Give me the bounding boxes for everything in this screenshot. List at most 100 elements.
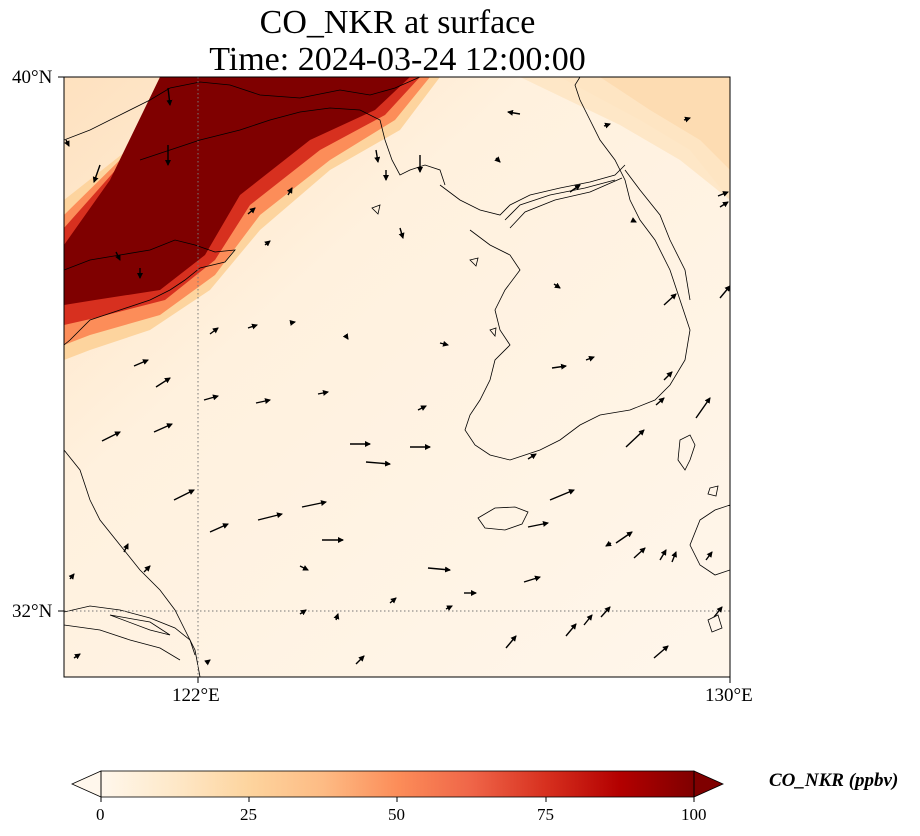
wind-vector [247, 207, 256, 215]
wind-vector [299, 609, 307, 616]
lat-label-40n: 40°N [12, 67, 53, 88]
lon-label-122e: 122°E [172, 685, 220, 706]
gridlines [64, 77, 730, 677]
island-small-3 [489, 327, 497, 337]
colorbar-extend-max [693, 770, 724, 798]
wind-vector [203, 394, 219, 401]
coastline-north [64, 77, 421, 141]
lat-label-32n: 32°N [12, 601, 53, 622]
wind-vector [286, 187, 293, 196]
wind-vector [417, 405, 427, 411]
coastline-korea-east [624, 169, 691, 301]
wind-vector [445, 605, 453, 611]
wind-vector [204, 659, 211, 666]
wind-vector [527, 453, 537, 460]
border-line-3 [509, 177, 623, 229]
wind-vector [398, 227, 405, 239]
wind-vector [695, 397, 711, 419]
wind-vector [600, 606, 611, 618]
wind-vector [551, 363, 567, 370]
wind-vector [153, 423, 173, 433]
coastline-china-east [64, 449, 201, 677]
wind-vector [143, 565, 151, 573]
wind-vector [64, 139, 70, 147]
east-light-band [520, 77, 730, 200]
wind-vector [523, 575, 541, 583]
plume-core [64, 77, 410, 305]
wind-vector [115, 251, 121, 261]
colorbar [71, 770, 724, 802]
wind-vector [717, 191, 729, 197]
wind-vector [549, 489, 575, 501]
wind-vector [317, 390, 329, 396]
colorbar-label-0: 0 [96, 805, 105, 824]
wind-vector [73, 653, 81, 660]
wind-vector [257, 512, 283, 521]
wind-vector [527, 521, 549, 528]
wind-vector [625, 429, 645, 448]
wind-vector [605, 540, 612, 547]
colorbar-title: CO_NKR (ppbv) [769, 770, 899, 791]
wind-vector [569, 184, 581, 193]
island-jeju [477, 506, 529, 531]
coastline-shandong [64, 239, 236, 346]
wind-vectors [64, 87, 730, 666]
wind-vector [615, 531, 633, 544]
coastline-korea [464, 77, 691, 461]
colorbar-gradient [101, 771, 694, 797]
coastline-yangtze-south [64, 624, 181, 661]
wind-vector [301, 500, 327, 508]
lon-label-130e: 130°E [705, 685, 753, 706]
wind-vector [683, 116, 691, 123]
wind-vector [374, 149, 381, 163]
axis-ticks [58, 76, 731, 683]
wind-vector [553, 282, 561, 289]
wind-vector [299, 565, 309, 571]
wind-vector [68, 573, 75, 580]
coastline-kyushu [689, 504, 730, 576]
map-title-line2: Time: 2024-03-24 12:00:00 [209, 41, 586, 78]
wind-vector [494, 156, 501, 163]
colorbar-extend-min [71, 770, 102, 798]
wind-vector [630, 217, 637, 223]
wind-vector [583, 614, 593, 626]
wind-vector [389, 597, 397, 604]
island-iki [707, 485, 719, 497]
wind-vector [155, 377, 171, 388]
wind-vector [92, 164, 101, 183]
wind-vector [565, 623, 577, 637]
island-small-1 [371, 204, 381, 215]
wind-vector [705, 551, 713, 561]
wind-vector [439, 340, 449, 347]
wind-vector [671, 551, 677, 563]
island-chongming [109, 614, 171, 636]
wind-vector [123, 543, 129, 553]
wind-vector [355, 655, 365, 665]
coastline-yangtze-north [64, 605, 196, 656]
wind-vector [663, 293, 677, 306]
border-korea-china [439, 164, 626, 216]
wind-vector [719, 285, 730, 299]
wind-vector [209, 523, 229, 533]
wind-vector [427, 566, 451, 573]
wind-vector [659, 549, 667, 561]
wind-vector [655, 397, 665, 406]
map-frame [63, 76, 731, 678]
wind-vector [719, 201, 729, 208]
wind-vector [633, 547, 646, 559]
colorbar-label-100: 100 [681, 805, 707, 824]
wind-vector [166, 87, 173, 106]
coastlines [64, 77, 730, 677]
wind-vector [333, 613, 340, 621]
concentration-field [64, 77, 730, 677]
colorbar-label-50: 50 [388, 805, 405, 824]
map-title-line1: CO_NKR at surface [259, 4, 536, 41]
wind-vector [264, 240, 271, 247]
wind-vector [603, 122, 611, 129]
colorbar-label-25: 25 [240, 805, 257, 824]
wind-vector [209, 327, 219, 335]
wind-vector [342, 333, 349, 340]
wind-vector [713, 606, 723, 618]
wind-vector [653, 645, 669, 659]
